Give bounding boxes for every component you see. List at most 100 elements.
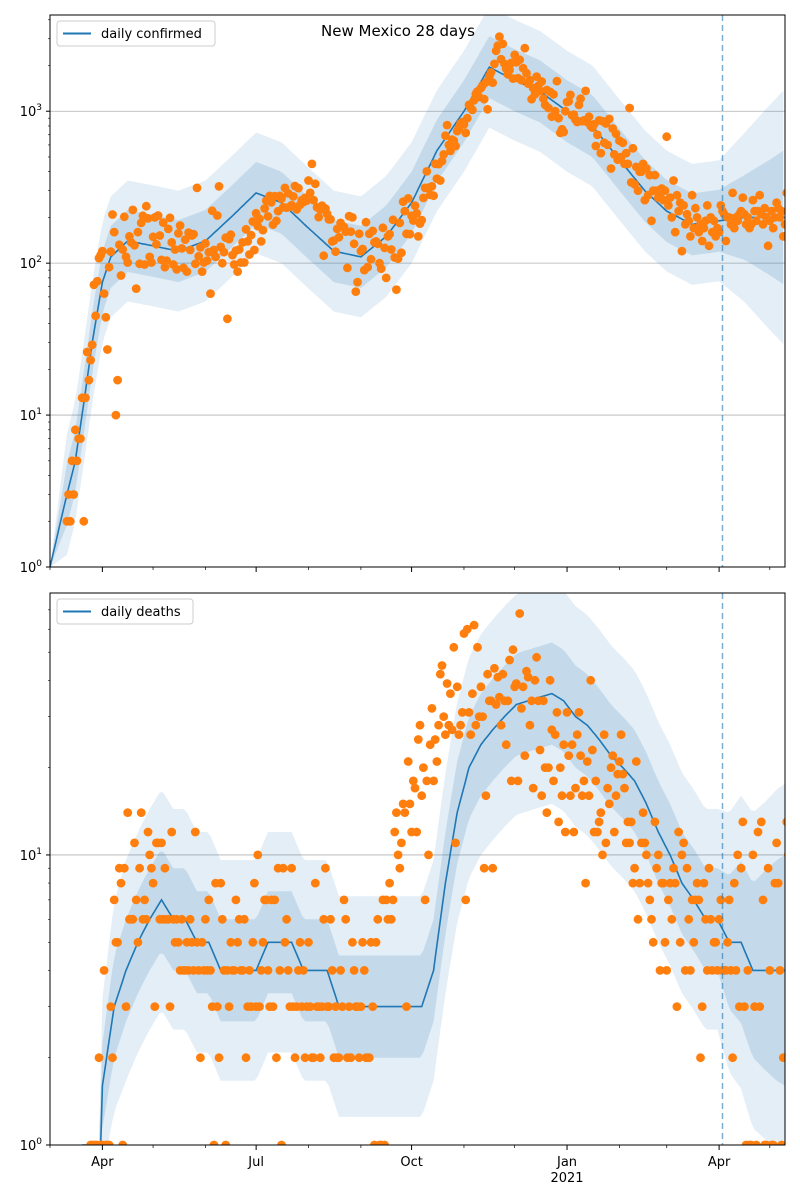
data-point bbox=[528, 783, 538, 793]
data-point bbox=[272, 1053, 281, 1063]
data-point bbox=[662, 966, 672, 975]
y-tick-label: 101 bbox=[20, 407, 42, 424]
data-point bbox=[550, 730, 560, 739]
data-point bbox=[344, 1002, 354, 1011]
data-point bbox=[123, 808, 133, 817]
data-point bbox=[635, 878, 645, 888]
data-point bbox=[498, 669, 508, 679]
data-point bbox=[385, 878, 394, 888]
data-point bbox=[358, 937, 367, 947]
data-point bbox=[697, 236, 707, 246]
data-point bbox=[69, 490, 79, 499]
data-point bbox=[763, 863, 773, 873]
data-point bbox=[559, 740, 569, 750]
data-point bbox=[226, 937, 236, 947]
data-point bbox=[99, 966, 109, 975]
data-point bbox=[76, 434, 85, 443]
data-point bbox=[397, 248, 406, 258]
data-point bbox=[348, 937, 357, 947]
data-point bbox=[160, 863, 170, 873]
data-point bbox=[522, 68, 531, 78]
data-point bbox=[517, 704, 526, 713]
data-point bbox=[768, 1140, 778, 1145]
data-point bbox=[174, 229, 183, 238]
data-point bbox=[241, 224, 251, 234]
data-point bbox=[633, 914, 643, 924]
data-point bbox=[334, 232, 344, 242]
y-tick-label: 103 bbox=[20, 103, 42, 120]
data-point bbox=[153, 211, 163, 220]
data-point bbox=[667, 914, 677, 924]
x-tick-label: Apr bbox=[91, 1155, 114, 1170]
data-point bbox=[255, 1002, 264, 1011]
data-point bbox=[104, 1140, 114, 1145]
data-point bbox=[544, 763, 553, 772]
data-point bbox=[278, 863, 288, 873]
data-point bbox=[123, 258, 133, 267]
data-point bbox=[136, 218, 146, 228]
data-point bbox=[398, 799, 408, 809]
data-point bbox=[694, 895, 704, 905]
data-point bbox=[72, 456, 82, 466]
data-point bbox=[645, 895, 655, 905]
data-point bbox=[380, 1140, 389, 1145]
data-point bbox=[327, 966, 337, 975]
data-point bbox=[584, 791, 594, 801]
data-point bbox=[250, 878, 259, 888]
data-point bbox=[532, 652, 541, 662]
data-point bbox=[439, 150, 449, 159]
data-point bbox=[441, 730, 450, 739]
data-point bbox=[549, 90, 558, 99]
data-point bbox=[618, 138, 628, 148]
data-point bbox=[706, 914, 716, 924]
data-point bbox=[714, 914, 724, 924]
data-point bbox=[552, 708, 562, 717]
data-point bbox=[740, 1002, 749, 1011]
data-point bbox=[135, 863, 145, 873]
data-point bbox=[699, 223, 709, 233]
data-point bbox=[217, 914, 227, 924]
data-point bbox=[310, 179, 320, 189]
data-point bbox=[623, 159, 633, 169]
data-point bbox=[446, 689, 455, 698]
data-point bbox=[488, 78, 498, 88]
data-point bbox=[731, 966, 741, 975]
data-point bbox=[729, 223, 739, 233]
data-point bbox=[221, 1140, 231, 1145]
data-point bbox=[224, 1002, 234, 1011]
data-point bbox=[226, 230, 236, 240]
data-point bbox=[263, 212, 273, 221]
data-point bbox=[109, 227, 119, 237]
data-point bbox=[560, 827, 570, 837]
data-point bbox=[91, 311, 100, 321]
data-point bbox=[665, 193, 675, 203]
data-point bbox=[283, 966, 293, 975]
data-point bbox=[586, 675, 596, 685]
data-point bbox=[103, 345, 112, 354]
data-point bbox=[192, 183, 202, 193]
data-point bbox=[353, 277, 362, 287]
data-point bbox=[185, 245, 195, 255]
data-point bbox=[167, 238, 177, 247]
data-point bbox=[628, 878, 638, 888]
data-point bbox=[755, 1002, 765, 1011]
data-point bbox=[658, 878, 668, 888]
data-point bbox=[206, 289, 215, 298]
data-point bbox=[182, 267, 192, 276]
data-point bbox=[496, 720, 506, 730]
x-tick-label: Apr bbox=[708, 1155, 731, 1170]
data-point bbox=[260, 204, 269, 213]
data-point bbox=[633, 186, 643, 196]
data-point bbox=[696, 1053, 705, 1063]
data-point bbox=[647, 914, 656, 924]
data-point bbox=[136, 808, 146, 817]
data-point bbox=[468, 105, 477, 115]
data-point bbox=[506, 776, 516, 786]
data-point bbox=[689, 937, 699, 947]
data-point bbox=[491, 700, 501, 709]
data-point bbox=[174, 937, 183, 947]
data-point bbox=[82, 347, 92, 357]
data-point bbox=[143, 827, 153, 837]
data-point bbox=[729, 878, 739, 888]
